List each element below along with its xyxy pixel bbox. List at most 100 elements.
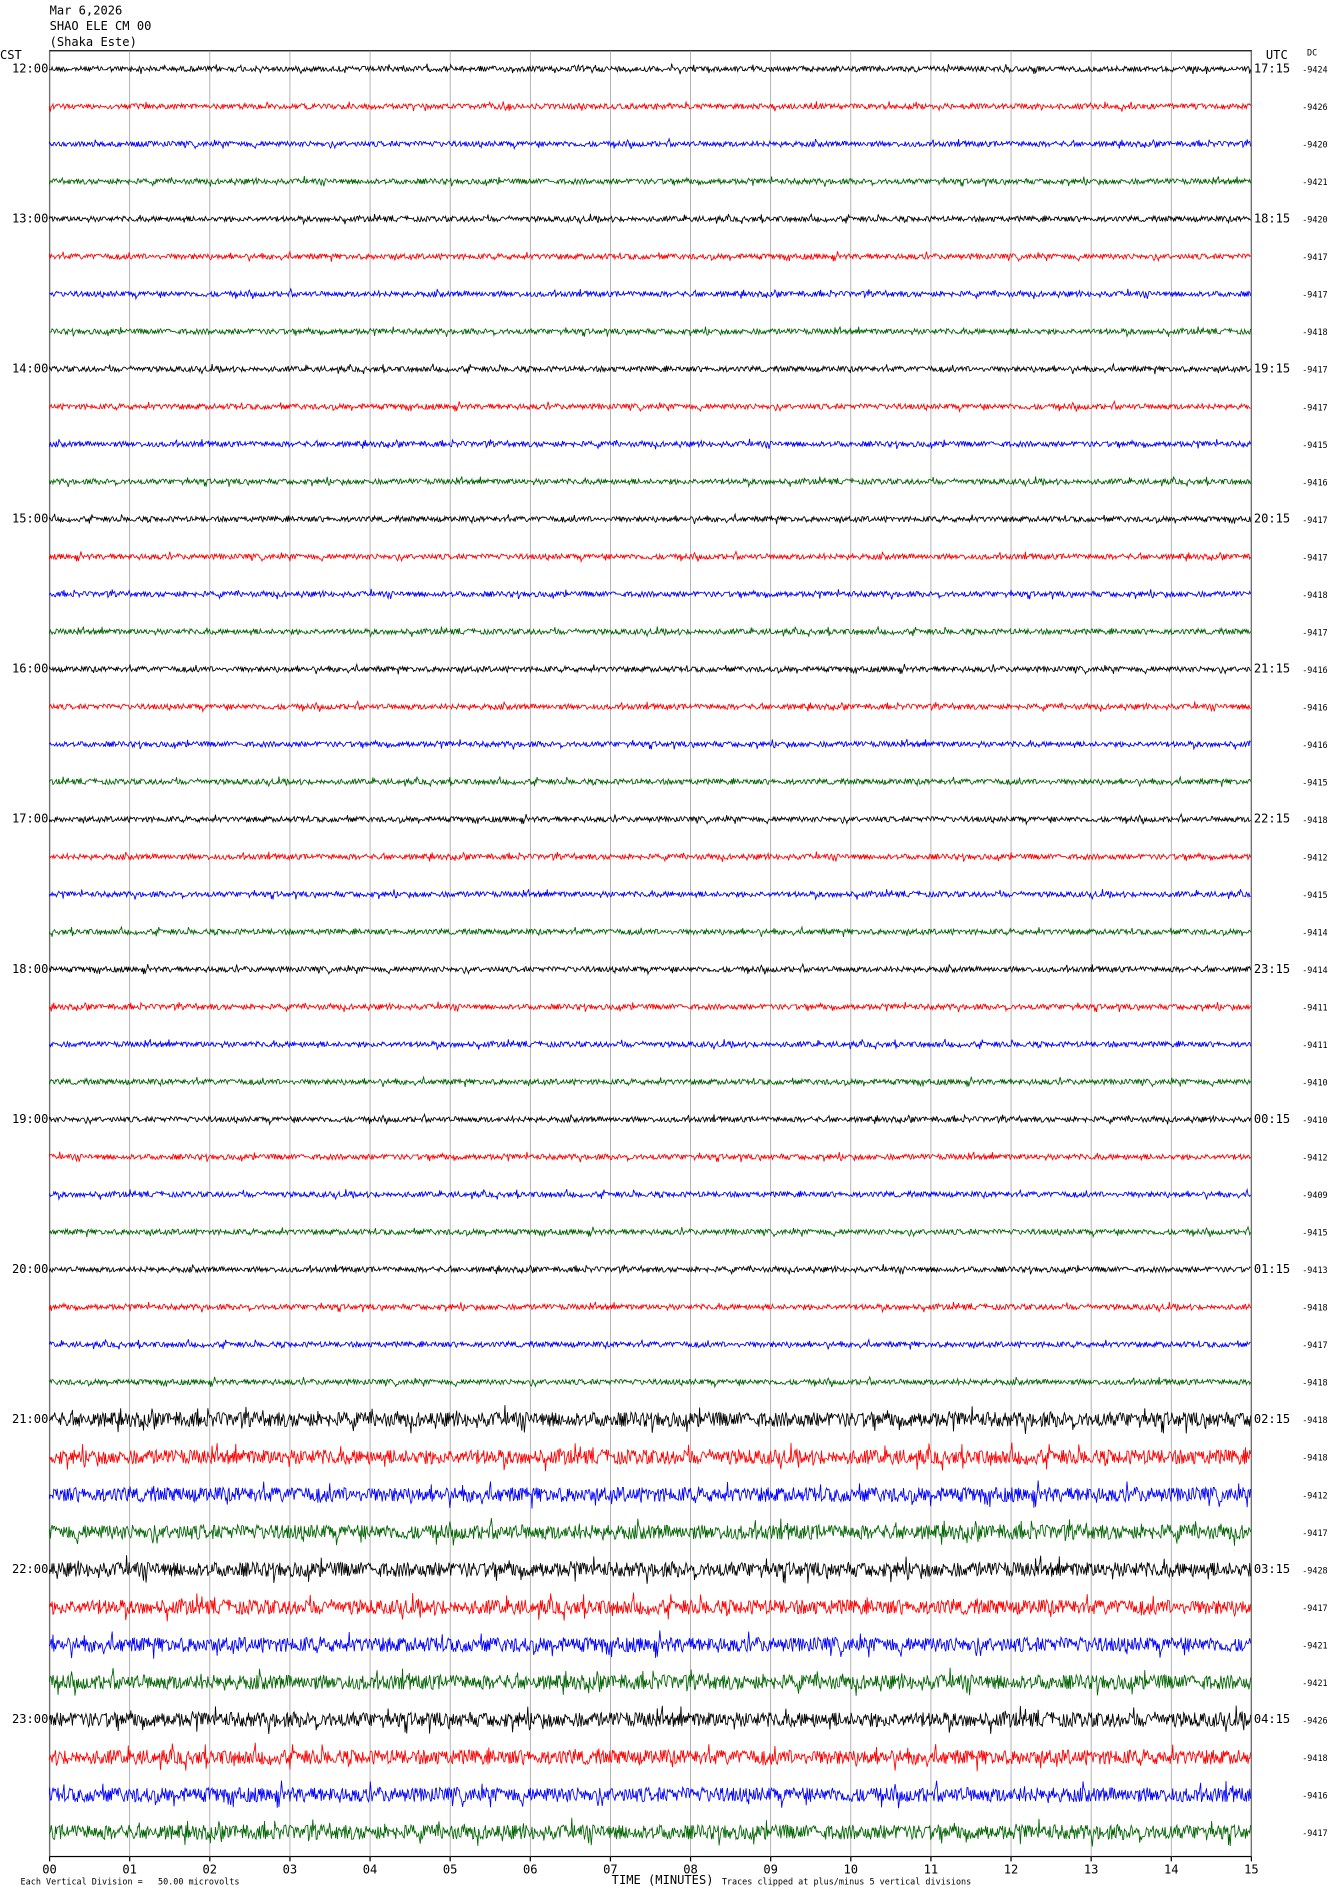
trace — [49, 1112, 1251, 1126]
dc-label: -9417 — [1302, 515, 1327, 525]
trace — [49, 662, 1251, 675]
trace — [49, 1075, 1251, 1088]
x-tick-label: 05 — [443, 1862, 458, 1876]
trace — [49, 137, 1251, 151]
x-tick-label: 14 — [1164, 1862, 1179, 1876]
dc-label: -9417 — [1302, 252, 1327, 262]
trace — [49, 1264, 1251, 1276]
dc-label: -9418 — [1302, 1303, 1327, 1313]
dc-label: -9421 — [1302, 1640, 1327, 1650]
dc-label: -9415 — [1302, 440, 1327, 450]
utc-label: 18:15 — [1254, 211, 1290, 225]
dc-label: -9424 — [1302, 65, 1327, 75]
dc-label: -9426 — [1302, 1715, 1327, 1725]
trace — [49, 438, 1251, 450]
x-tick-label: 09 — [763, 1862, 778, 1876]
cst-label: 21:00 — [12, 1412, 48, 1426]
cst-label: 15:00 — [12, 512, 48, 526]
trace — [49, 1405, 1251, 1434]
trace — [49, 1742, 1251, 1772]
dc-label: -9412 — [1302, 852, 1327, 862]
dc-label: -9415 — [1302, 1228, 1327, 1238]
utc-label: 17:15 — [1254, 61, 1290, 75]
utc-label: 22:15 — [1254, 812, 1290, 826]
trace — [49, 1001, 1251, 1013]
trace — [49, 962, 1251, 976]
trace — [49, 1442, 1251, 1472]
trace — [49, 63, 1251, 75]
cst-label: 22:00 — [12, 1562, 48, 1576]
x-tick-label: 06 — [523, 1862, 538, 1876]
dc-label: -9418 — [1302, 1378, 1327, 1388]
utc-label: 19:15 — [1254, 362, 1290, 376]
trace — [49, 1555, 1251, 1584]
trace — [49, 889, 1251, 901]
dc-label: -9412 — [1302, 1490, 1327, 1500]
trace — [49, 775, 1251, 788]
dc-label: -9416 — [1302, 1790, 1327, 1800]
x-tick-label: 13 — [1084, 1862, 1099, 1876]
x-tick-label: 12 — [1004, 1862, 1019, 1876]
dc-label: -9411 — [1302, 1003, 1327, 1013]
dc-label: -9418 — [1302, 1753, 1327, 1763]
trace — [49, 1667, 1251, 1696]
cst-label: 14:00 — [12, 362, 48, 376]
trace — [49, 1151, 1251, 1163]
trace — [49, 100, 1251, 113]
trace — [49, 1038, 1251, 1051]
trace — [49, 626, 1251, 639]
location: (Shaka Este) — [50, 35, 137, 49]
scale-note: Each Vertical Division = 50.00 microvolt… — [21, 1876, 240, 1886]
trace — [49, 1187, 1251, 1201]
dc-label: -9416 — [1302, 477, 1327, 487]
dc-label: -9417 — [1302, 1828, 1327, 1838]
trace — [49, 1225, 1251, 1239]
dc-label: -9413 — [1302, 1265, 1327, 1275]
trace — [49, 249, 1251, 263]
x-axis-title: TIME (MINUTES) — [612, 1873, 714, 1887]
trace — [49, 1705, 1251, 1735]
trace — [49, 925, 1251, 938]
utc-label: 04:15 — [1254, 1712, 1290, 1726]
x-tick-label: 03 — [283, 1862, 298, 1876]
x-tick-label: 07 — [603, 1862, 618, 1876]
x-tick-label: 01 — [122, 1862, 137, 1876]
x-tick-label: 08 — [683, 1862, 698, 1876]
dc-label: -9410 — [1302, 1115, 1327, 1125]
dc-label: -9421 — [1302, 1678, 1327, 1688]
dc-label: -9417 — [1302, 365, 1327, 375]
dc-label: -9417 — [1302, 627, 1327, 637]
dc-label: -9410 — [1302, 1078, 1327, 1088]
dc-label: -9421 — [1302, 177, 1327, 187]
trace — [49, 1480, 1251, 1509]
cst-label: 20:00 — [12, 1262, 48, 1276]
cst-label: 12:00 — [12, 61, 48, 75]
dc-label: -9418 — [1302, 327, 1327, 337]
x-tick-label: 10 — [844, 1862, 859, 1876]
trace — [49, 287, 1251, 301]
dc-label: -9417 — [1302, 552, 1327, 562]
utc-label: 01:15 — [1254, 1262, 1290, 1276]
trace — [49, 362, 1251, 375]
right-axis-title: UTC — [1266, 48, 1288, 62]
dc-label: -9417 — [1302, 1603, 1327, 1613]
dc-label: -9428 — [1302, 1565, 1327, 1575]
dc-label: -9418 — [1302, 590, 1327, 600]
cst-label: 19:00 — [12, 1112, 48, 1126]
dc-label: -9415 — [1302, 890, 1327, 900]
utc-label: 21:15 — [1254, 662, 1290, 676]
trace — [49, 1301, 1251, 1314]
dc-label: -9420 — [1302, 215, 1327, 225]
cst-label: 13:00 — [12, 211, 48, 225]
trace — [49, 700, 1251, 714]
dc-label: -9417 — [1302, 1528, 1327, 1538]
utc-label: 20:15 — [1254, 512, 1290, 526]
trace — [49, 399, 1251, 413]
plot-frame — [48, 50, 1253, 1858]
trace — [49, 588, 1251, 600]
dc-title: DC — [1307, 48, 1317, 58]
trace — [49, 1592, 1251, 1622]
dc-label: -9412 — [1302, 1153, 1327, 1163]
cst-label: 18:00 — [12, 962, 48, 976]
